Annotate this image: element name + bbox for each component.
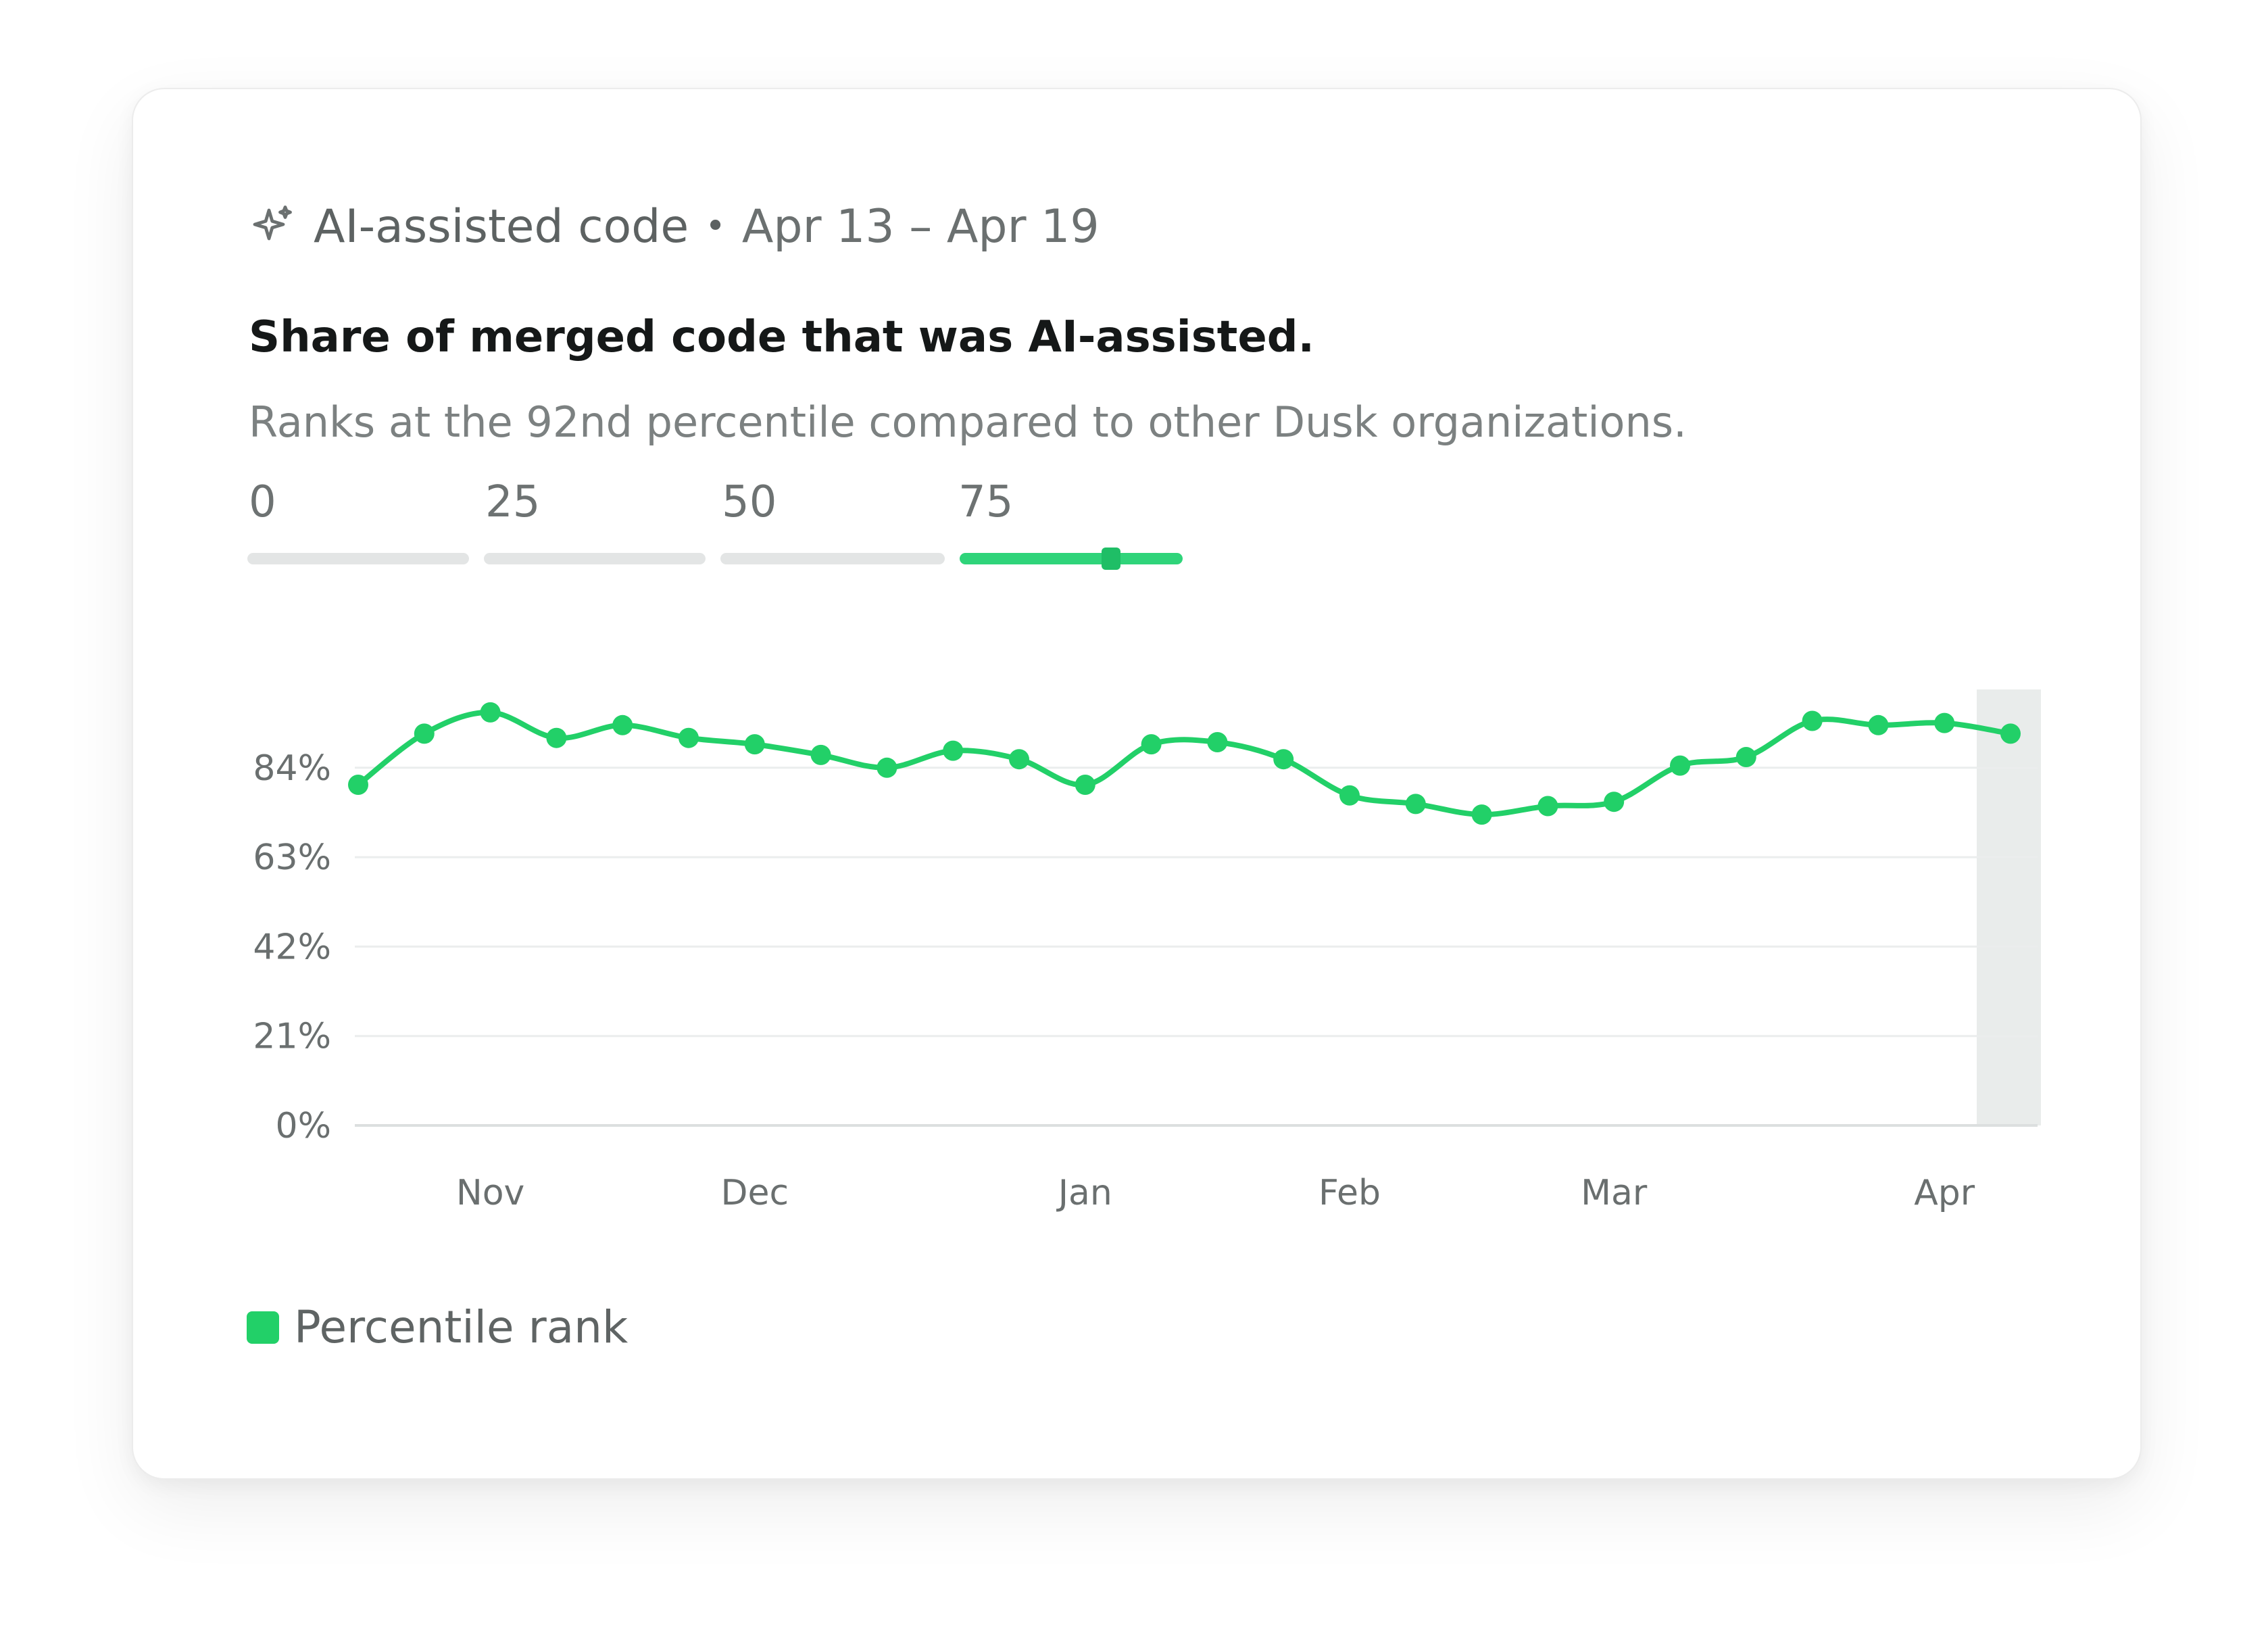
legend-label: Percentile rank: [294, 1301, 628, 1353]
ai-assisted-card: [132, 88, 2142, 1480]
percentile-description: Ranks at the 92nd percentile compared to…: [249, 397, 1687, 447]
percentile-segment-75: [960, 553, 1183, 564]
percentile-segment-25: [484, 553, 706, 564]
percentile-label-25: 25: [485, 477, 541, 527]
card-title: AI-assisted code: [314, 199, 689, 253]
percentile-segment-0: [247, 553, 469, 564]
chart-legend: Percentile rank: [247, 1301, 628, 1353]
title-separator: •: [705, 206, 726, 247]
sparkle-icon: [249, 202, 297, 251]
date-range: Apr 13 – Apr 19: [741, 199, 1100, 253]
percentile-label-50: 50: [722, 477, 777, 527]
percentile-marker: [1102, 548, 1121, 570]
percentile-segment-50: [720, 553, 945, 564]
percentile-label-0: 0: [249, 477, 276, 527]
legend-swatch: [247, 1311, 279, 1344]
chart-subtitle: Share of merged code that was AI-assiste…: [249, 312, 1314, 362]
percentile-label-75: 75: [958, 477, 1014, 527]
card-header: AI-assisted code • Apr 13 – Apr 19: [249, 196, 1100, 257]
